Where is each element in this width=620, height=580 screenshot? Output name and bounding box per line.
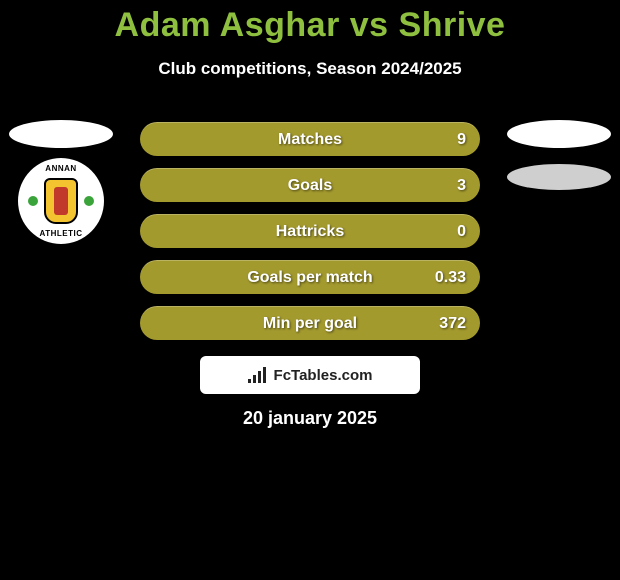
- right-oval-1: [507, 164, 611, 190]
- badge-top-text: ANNAN: [18, 164, 104, 173]
- stat-row: Matches 9: [140, 122, 480, 156]
- left-oval-0: [9, 120, 113, 148]
- stat-value: 372: [439, 315, 466, 333]
- stat-row: Min per goal 372: [140, 306, 480, 340]
- left-player-column: ANNAN ATHLETIC: [6, 120, 116, 244]
- stat-label: Goals: [288, 177, 332, 195]
- stat-row: Goals 3: [140, 168, 480, 202]
- stat-label: Hattricks: [276, 223, 344, 241]
- shield-icon: [44, 178, 78, 224]
- stat-row: Goals per match 0.33: [140, 260, 480, 294]
- shield-inner: [54, 187, 68, 215]
- signal-icon: [248, 367, 268, 383]
- stat-row: Hattricks 0: [140, 214, 480, 248]
- attribution-badge: FcTables.com: [200, 356, 420, 394]
- stat-value: 0: [457, 223, 466, 241]
- right-player-column: [504, 120, 614, 200]
- page-title: Adam Asghar vs Shrive: [0, 0, 620, 45]
- stat-value: 0.33: [435, 269, 466, 287]
- datestamp: 20 january 2025: [0, 408, 620, 429]
- stat-value: 9: [457, 131, 466, 149]
- stat-label: Min per goal: [263, 315, 357, 333]
- stats-panel: Matches 9 Goals 3 Hattricks 0 Goals per match 0…: [140, 122, 480, 352]
- page-subtitle: Club competitions, Season 2024/2025: [0, 59, 620, 79]
- thistle-icon: [28, 196, 38, 206]
- thistle-icon: [84, 196, 94, 206]
- badge-bottom-text: ATHLETIC: [18, 229, 104, 238]
- stat-label: Matches: [278, 131, 342, 149]
- stat-value: 3: [457, 177, 466, 195]
- stat-label: Goals per match: [247, 269, 372, 287]
- attribution-label: FcTables.com: [274, 367, 373, 384]
- right-oval-0: [507, 120, 611, 148]
- club-badge: ANNAN ATHLETIC: [18, 158, 104, 244]
